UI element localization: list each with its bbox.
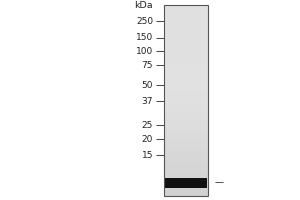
Text: 25: 25 xyxy=(142,120,153,130)
Text: 150: 150 xyxy=(136,33,153,43)
Text: 15: 15 xyxy=(142,150,153,160)
Text: 75: 75 xyxy=(142,60,153,70)
Bar xyxy=(165,178,207,188)
Text: kDa: kDa xyxy=(134,0,153,9)
Text: —: — xyxy=(214,178,224,188)
Bar xyxy=(165,180,207,183)
Text: 50: 50 xyxy=(142,81,153,90)
Text: 100: 100 xyxy=(136,46,153,55)
Bar xyxy=(165,179,207,181)
Text: 37: 37 xyxy=(142,97,153,106)
Text: 250: 250 xyxy=(136,17,153,25)
Text: 20: 20 xyxy=(142,134,153,144)
Bar xyxy=(164,5,208,196)
